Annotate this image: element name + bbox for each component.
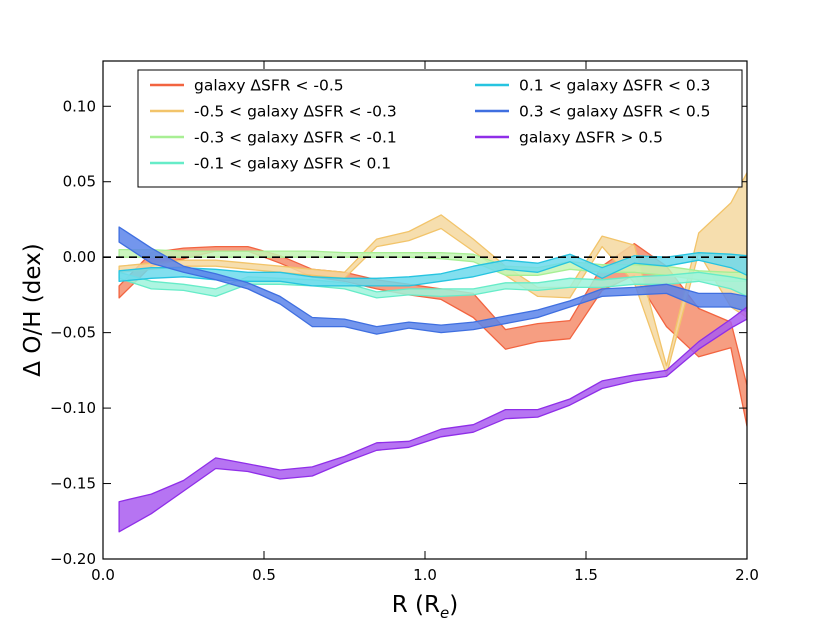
x-axis-label-main: R (R xyxy=(392,592,440,618)
y-axis-label: Δ O/H (dex) xyxy=(20,243,46,376)
series-band-5 xyxy=(118,252,747,287)
legend-label-2: -0.5 < galaxy ΔSFR < -0.3 xyxy=(194,103,397,121)
y-tick-label: 0.10 xyxy=(63,97,96,115)
y-tick-label: −0.05 xyxy=(50,324,96,342)
legend-label-3: -0.3 < galaxy ΔSFR < -0.1 xyxy=(194,129,397,147)
x-tick-label: 1.0 xyxy=(413,566,437,584)
x-tick-label: 1.5 xyxy=(574,566,598,584)
y-tick-label: −0.15 xyxy=(50,475,96,493)
legend-label-5: 0.1 < galaxy ΔSFR < 0.3 xyxy=(519,77,711,95)
x-axis-label: R (Re) xyxy=(392,592,458,622)
series-layer xyxy=(118,172,747,533)
x-tick-label: 0.0 xyxy=(91,566,115,584)
x-tick-label: 0.5 xyxy=(252,566,276,584)
legend: galaxy ΔSFR < -0.5 -0.5 < galaxy ΔSFR < -… xyxy=(137,69,743,188)
legend-label-6: 0.3 < galaxy ΔSFR < 0.5 xyxy=(519,103,711,121)
legend-box xyxy=(137,69,743,188)
y-tick-label: −0.20 xyxy=(50,550,96,568)
legend-label-1: galaxy ΔSFR < -0.5 xyxy=(194,77,344,95)
series-band-7 xyxy=(118,306,747,533)
y-tick-label: 0.05 xyxy=(63,173,96,191)
x-axis-label-close: ) xyxy=(449,592,458,618)
legend-label-7: galaxy ΔSFR > 0.5 xyxy=(519,129,663,147)
tick-layer: 0.0 0.5 1.0 1.5 2.0 −0.20 −0.15 −0.10 −0.05 0.00 0… xyxy=(50,61,759,584)
series-band-6 xyxy=(118,226,747,335)
x-axis-label-subscript: e xyxy=(440,604,449,622)
series-band-2 xyxy=(118,172,747,376)
legend-label-4: -0.1 < galaxy ΔSFR < 0.1 xyxy=(194,155,391,173)
x-tick-label: 2.0 xyxy=(735,566,759,584)
y-tick-label: 0.00 xyxy=(63,248,96,266)
y-tick-label: −0.10 xyxy=(50,399,96,417)
